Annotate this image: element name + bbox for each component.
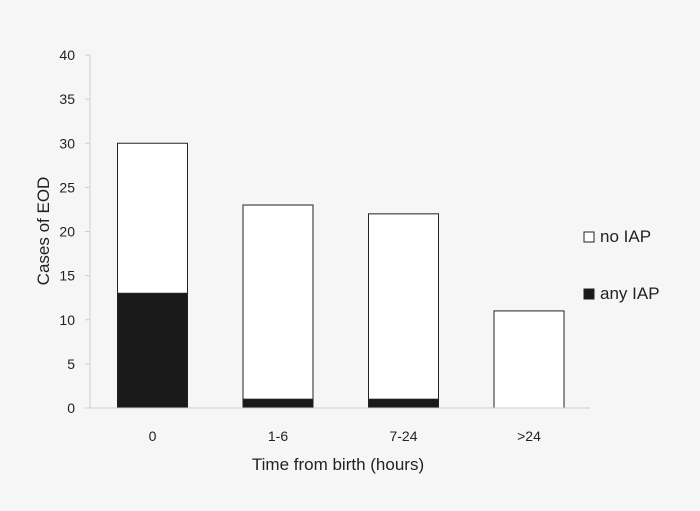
y-tick-label: 35 (59, 91, 75, 107)
legend-label: no IAP (600, 227, 651, 246)
x-tick-label: 7-24 (389, 428, 417, 444)
y-tick-label: 25 (59, 179, 75, 195)
x-tick-label: 0 (149, 428, 157, 444)
legend: no IAP any IAP (583, 227, 660, 303)
legend-label: any IAP (600, 284, 660, 303)
bar-segment-any-iap-1 (242, 398, 314, 409)
y-tick-label: 20 (59, 224, 75, 240)
x-tick-label: 1-6 (268, 428, 288, 444)
y-tick-label: 0 (67, 400, 75, 416)
y-axis-label: Cases of EOD (34, 177, 53, 286)
y-tick-label: 30 (59, 135, 75, 151)
bar-segment-no-iap-1 (242, 204, 314, 400)
legend-item-no-iap: no IAP (583, 227, 651, 246)
bar-segment-no-iap-3 (493, 310, 565, 409)
bar-segment-any-iap-2 (368, 398, 439, 409)
bar-segment-no-iap-0 (117, 142, 188, 294)
y-tick-label: 10 (59, 312, 75, 328)
bar-segment-any-iap-0 (117, 292, 188, 409)
x-tick-label: >24 (517, 428, 541, 444)
bar-segment-no-iap-2 (368, 213, 439, 400)
bars-group (117, 142, 565, 409)
x-axis-label: Time from birth (hours) (252, 455, 424, 474)
legend-swatch (583, 231, 595, 243)
legend-item-any-iap: any IAP (583, 284, 660, 303)
y-axis: 0 5 10 15 20 25 30 35 40 (59, 47, 91, 416)
y-tick-label: 5 (67, 356, 75, 372)
legend-swatch (583, 288, 595, 300)
x-axis: 0 1-6 7-24 >24 (90, 407, 590, 444)
y-tick-label: 15 (59, 268, 75, 284)
y-tick-label: 40 (59, 47, 75, 63)
